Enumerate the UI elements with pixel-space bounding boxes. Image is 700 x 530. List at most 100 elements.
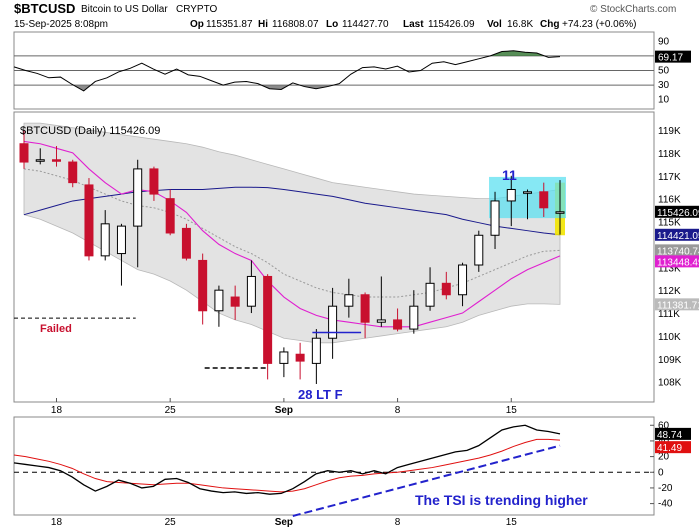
chg-label: Chg <box>540 19 559 30</box>
price-tick-label: 112K <box>658 286 681 297</box>
rsi-tick-label: 30 <box>658 80 670 91</box>
vol-value: 16.8K <box>507 19 533 30</box>
price-tick-label: 108K <box>658 378 682 389</box>
price-tag-label: 115426.09 <box>657 208 700 219</box>
candle-body <box>393 319 403 330</box>
candle-body <box>68 161 78 184</box>
candle-body <box>35 159 45 162</box>
candle-body <box>214 289 224 312</box>
rsi-value-tag <box>655 50 691 63</box>
candle-body <box>84 184 94 257</box>
candle-body <box>295 353 305 362</box>
candle-body <box>19 143 29 163</box>
tsi-tick-label: -40 <box>658 499 673 510</box>
price-tick-label: 113K <box>658 263 681 274</box>
price-tag <box>655 244 699 257</box>
rsi-tick-label: 90 <box>658 36 670 47</box>
tsi-x-tick-label: 25 <box>165 517 177 528</box>
candle-body <box>181 227 191 259</box>
tsi-x-tick-label: 18 <box>51 517 63 528</box>
candle-body <box>149 168 159 195</box>
price-tick-label: 118K <box>658 149 681 160</box>
tsi-x-tick-label: 8 <box>395 517 401 528</box>
candle-body <box>246 275 256 307</box>
ltf-annotation: 28 LT F <box>298 387 343 402</box>
tsi-value-label: 48.74 <box>657 430 682 441</box>
tsi-x-tick-label: 15 <box>506 517 518 528</box>
candle-body <box>100 223 110 257</box>
candle-body <box>230 296 240 307</box>
candle-body <box>133 168 143 227</box>
price-tick-label: 115K <box>658 218 681 229</box>
price-layer: 119K 118K 117K 116K 115K 113K 112K 111K 110K 109K… <box>14 122 700 528</box>
rsi-layer: 907050301069.17 <box>13 36 691 106</box>
candle-body <box>116 225 126 255</box>
rsi-value-label: 69.17 <box>658 53 683 64</box>
price-tick-label: 117K <box>658 172 681 183</box>
tsi-trend-annotation: The TSI is trending higher <box>415 492 588 508</box>
x-tick-label: Sep <box>275 405 293 416</box>
op-value: 115351.87 <box>206 19 253 30</box>
candle-body <box>344 294 354 307</box>
rsi-tick-label: 10 <box>658 95 670 106</box>
candle-body <box>539 191 549 209</box>
rsi-tick-label: 50 <box>658 66 670 77</box>
vol-label: Vol <box>487 19 502 30</box>
sma-slow-line <box>23 186 561 236</box>
price-tick-label: 119K <box>658 126 681 137</box>
price-tick-label: 116K <box>658 195 681 206</box>
tsi-signal-tag <box>655 441 691 454</box>
tsi-trend-line <box>292 444 561 517</box>
candle-body <box>555 211 565 214</box>
candle-body <box>441 282 451 296</box>
chg-value: +74.23 (+0.06%) <box>562 19 637 30</box>
price-tag <box>655 205 699 218</box>
candle-body <box>425 282 435 307</box>
candle-body <box>409 305 419 330</box>
price-tag-label: 113448.49 <box>657 257 700 268</box>
tsi-signal-label: 41.49 <box>657 443 682 454</box>
failed-annotation: Failed <box>40 323 72 335</box>
price-tag <box>655 298 699 311</box>
symbol-name: Bitcoin to US Dollar <box>81 4 168 15</box>
candle-body <box>198 259 208 312</box>
tsi-tick-label: -20 <box>658 483 673 494</box>
tsi-x-tick-label: Sep <box>275 517 293 528</box>
hi-label: Hi <box>258 19 268 30</box>
brand-label: © StockCharts.com <box>590 4 676 15</box>
candle-body <box>279 351 289 364</box>
price-tag-label: 114421.05 <box>657 231 700 242</box>
tsi-tick-label: 0 <box>658 467 664 478</box>
op-label: Op <box>190 19 204 30</box>
candle-body <box>376 319 386 323</box>
exchange: CRYPTO <box>176 4 218 15</box>
candle-body <box>311 337 321 364</box>
price-tag-label: 111381.71 <box>657 300 700 311</box>
lo-label: Lo <box>326 19 338 30</box>
x-tick-label: 18 <box>51 405 63 416</box>
candle-body <box>474 234 484 266</box>
candle-body <box>165 198 175 234</box>
price-tick-label: 109K <box>658 355 682 366</box>
last-label: Last <box>403 19 424 30</box>
last-value: 115426.09 <box>428 19 475 30</box>
candle-body <box>458 264 468 296</box>
candle-body <box>360 294 370 323</box>
rsi-line <box>13 50 561 92</box>
price-tag-label: 113740.74 <box>657 246 700 257</box>
candle-body <box>490 200 500 236</box>
symbol: $BTCUSD <box>14 1 75 16</box>
x-tick-label: 15 <box>506 405 518 416</box>
price-panel-title: $BTCUSD (Daily) 115426.09 <box>20 125 160 137</box>
candle-body <box>523 191 533 194</box>
x-tick-label: 8 <box>395 405 401 416</box>
rsi-oversold-fill <box>73 85 334 91</box>
x-tick-label: 25 <box>165 405 177 416</box>
tsi-tick-label: 20 <box>658 452 670 463</box>
tsi-tick-label: 60 <box>658 420 670 431</box>
ema-fast-line <box>23 140 561 328</box>
tsi-value-tag <box>655 427 691 440</box>
price-tag <box>655 228 699 241</box>
